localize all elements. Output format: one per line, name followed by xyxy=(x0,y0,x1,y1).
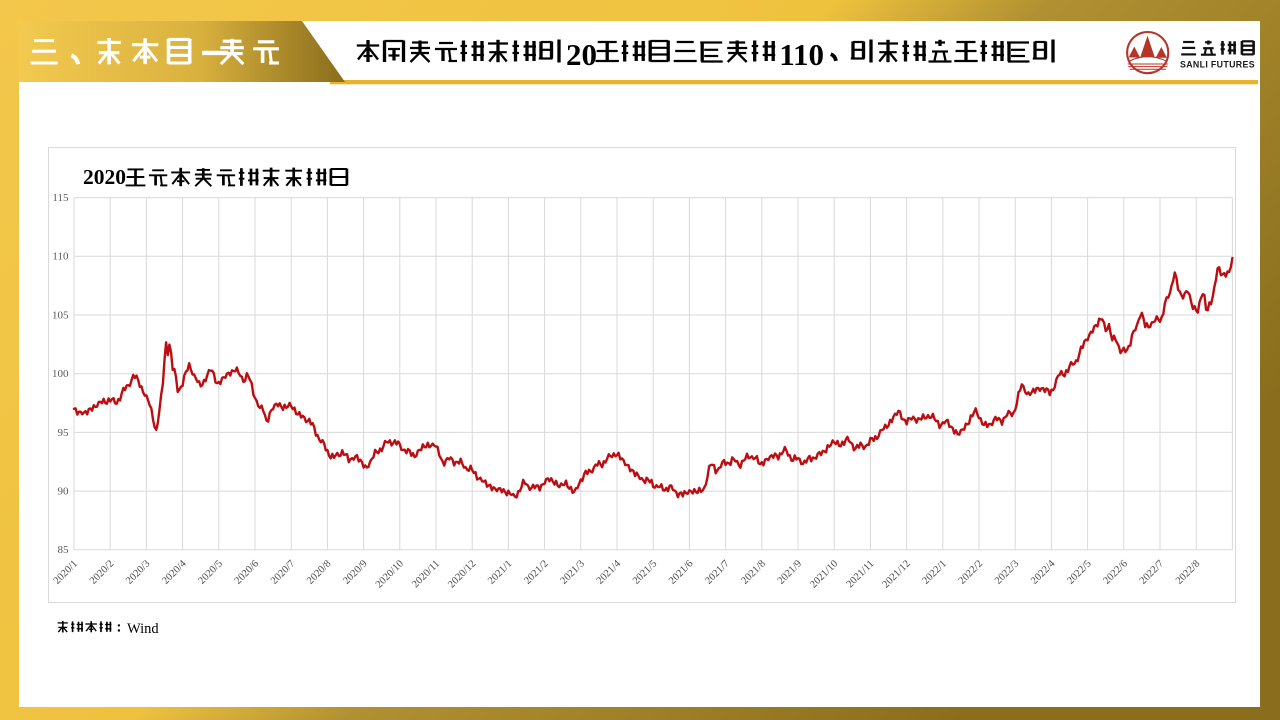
svg-text:85: 85 xyxy=(58,544,70,556)
svg-text:SANLI FUTURES: SANLI FUTURES xyxy=(1180,60,1255,70)
svg-text:20: 20 xyxy=(566,37,597,72)
svg-text:115: 115 xyxy=(52,192,69,204)
svg-text:105: 105 xyxy=(52,309,69,321)
svg-text:110: 110 xyxy=(52,251,69,263)
svg-text:110: 110 xyxy=(779,37,824,72)
svg-text:90: 90 xyxy=(58,486,70,498)
svg-text:100: 100 xyxy=(52,368,69,380)
svg-text:95: 95 xyxy=(58,427,70,439)
svg-text:Wind: Wind xyxy=(127,621,159,637)
svg-text:2020: 2020 xyxy=(83,165,126,189)
